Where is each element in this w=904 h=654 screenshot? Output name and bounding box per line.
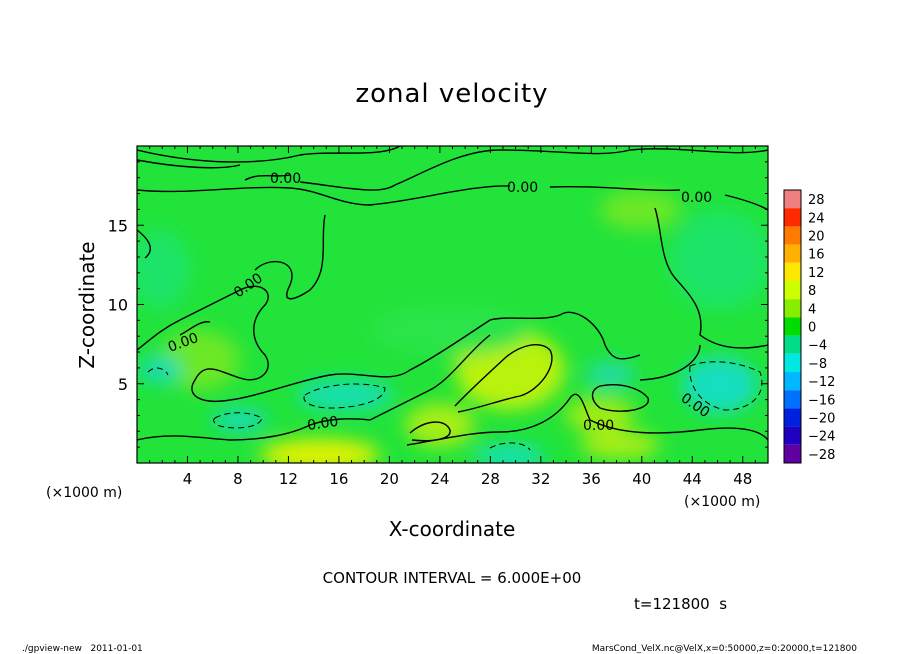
colorbar-label: 4 bbox=[808, 302, 816, 317]
colorbar-label: 8 bbox=[808, 284, 816, 299]
colorbar-swatch bbox=[784, 281, 801, 300]
x-tick-label: 20 bbox=[380, 470, 399, 488]
x-unit-label-right: (×1000 m) bbox=[684, 494, 760, 510]
contour-label: 0.00 bbox=[306, 414, 339, 434]
colorbar-swatch bbox=[784, 317, 801, 336]
contour-label: 0.00 bbox=[681, 190, 712, 206]
x-tick-label: 28 bbox=[481, 470, 500, 488]
contour-label: 0.00 bbox=[507, 180, 538, 196]
colorbar-label: −12 bbox=[808, 375, 835, 390]
x-tick-label: 8 bbox=[233, 470, 243, 488]
colorbar-label: −8 bbox=[808, 357, 827, 372]
chart-title: zonal velocity bbox=[355, 79, 548, 109]
colorbar-label: 12 bbox=[808, 266, 825, 281]
colorbar-swatch bbox=[784, 390, 801, 409]
footer-right: MarsCond_VelX.nc@VelX,x=0:50000,z=0:2000… bbox=[592, 644, 857, 654]
x-tick-label: 24 bbox=[430, 470, 449, 488]
contour-lines bbox=[137, 146, 768, 446]
x-tick-label: 36 bbox=[582, 470, 601, 488]
colorbar-label: −16 bbox=[808, 393, 835, 408]
colorbar-label: 16 bbox=[808, 248, 825, 263]
y-tick-label: 15 bbox=[108, 216, 128, 235]
colorbar-swatch bbox=[784, 335, 801, 354]
x-tick-label: 16 bbox=[329, 470, 348, 488]
colorbar-label: −24 bbox=[808, 430, 835, 445]
x-tick-label: 4 bbox=[183, 470, 193, 488]
x-tick-label: 12 bbox=[279, 470, 298, 488]
colorbar-swatch bbox=[784, 190, 801, 209]
time-label: t=121800 s bbox=[634, 595, 727, 613]
contour-label: 0.00 bbox=[270, 171, 301, 187]
colorbar-frame bbox=[783, 189, 802, 464]
y-tick-label: 5 bbox=[118, 375, 128, 394]
colorbar-swatch bbox=[784, 444, 801, 463]
colorbar-swatch bbox=[784, 426, 801, 445]
colorbar-swatch bbox=[784, 244, 801, 263]
x-axis: 4 8 12 16 20 24 28 32 36 40 44 48 bbox=[149, 146, 756, 488]
heatmap-field bbox=[137, 146, 768, 463]
colorbar: 28 24 20 16 12 8 4 0 −4 −8 −12 −16 −20 −24 −28 bbox=[783, 189, 835, 464]
colorbar-swatch bbox=[784, 408, 801, 427]
x-tick-label: 48 bbox=[733, 470, 752, 488]
footer-left: ./gpview-new 2011-01-01 bbox=[22, 644, 143, 654]
colorbar-label: 20 bbox=[808, 230, 825, 245]
x-unit-label-left: (×1000 m) bbox=[46, 485, 122, 501]
colorbar-swatch bbox=[784, 208, 801, 227]
x-tick-label: 44 bbox=[683, 470, 702, 488]
y-tick-label: 10 bbox=[108, 296, 128, 315]
x-tick-label: 40 bbox=[632, 470, 651, 488]
colorbar-label: 0 bbox=[808, 321, 816, 336]
contour-label: 0.00 bbox=[583, 418, 614, 434]
colorbar-label: 28 bbox=[808, 193, 825, 208]
contour-interval-text: CONTOUR INTERVAL = 6.000E+00 bbox=[323, 569, 582, 587]
x-tick-label: 32 bbox=[531, 470, 550, 488]
colorbar-swatch bbox=[784, 262, 801, 281]
colorbar-label: −20 bbox=[808, 412, 835, 427]
negative-contours bbox=[147, 361, 763, 451]
y-axis: 5 10 15 bbox=[108, 161, 768, 448]
colorbar-label: 24 bbox=[808, 211, 825, 226]
y-axis-title: Z-coordinate bbox=[75, 241, 99, 368]
colorbar-swatch bbox=[784, 226, 801, 245]
x-axis-title: X-coordinate bbox=[389, 517, 516, 541]
colorbar-swatch bbox=[784, 372, 801, 391]
colorbar-label: −4 bbox=[808, 339, 827, 354]
colorbar-swatch bbox=[784, 353, 801, 372]
colorbar-swatch bbox=[784, 299, 801, 318]
colorbar-label: −28 bbox=[808, 448, 835, 463]
